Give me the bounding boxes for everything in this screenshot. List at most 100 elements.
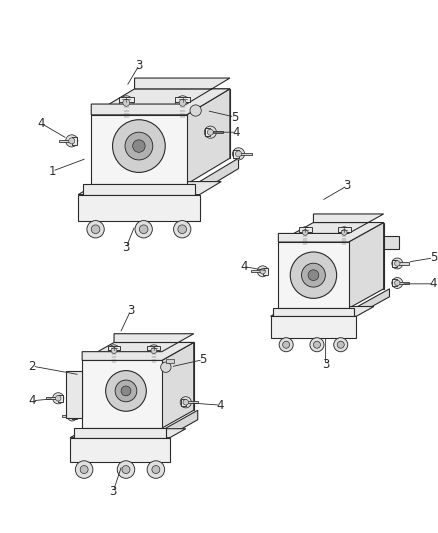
- Bar: [58, 395, 64, 402]
- Circle shape: [236, 151, 242, 157]
- Circle shape: [115, 380, 137, 402]
- Circle shape: [301, 263, 325, 287]
- Text: 3: 3: [343, 179, 351, 192]
- Circle shape: [151, 348, 157, 353]
- Polygon shape: [271, 316, 357, 338]
- Bar: [205, 128, 210, 136]
- Bar: [239, 152, 251, 155]
- Circle shape: [179, 99, 186, 106]
- Text: 3: 3: [123, 240, 130, 254]
- Circle shape: [108, 345, 120, 357]
- Polygon shape: [78, 195, 200, 221]
- Circle shape: [392, 278, 403, 288]
- Circle shape: [147, 461, 165, 478]
- Bar: [342, 233, 346, 244]
- Polygon shape: [195, 158, 239, 195]
- Bar: [152, 352, 156, 362]
- Polygon shape: [91, 115, 187, 184]
- Polygon shape: [166, 410, 198, 438]
- Polygon shape: [114, 343, 194, 410]
- Text: 4: 4: [38, 117, 45, 130]
- Bar: [186, 401, 198, 403]
- Circle shape: [139, 225, 148, 233]
- Circle shape: [342, 230, 347, 235]
- Circle shape: [395, 280, 400, 286]
- Bar: [233, 150, 239, 158]
- Polygon shape: [272, 308, 354, 316]
- Circle shape: [70, 414, 74, 418]
- Bar: [303, 233, 307, 244]
- Polygon shape: [74, 428, 166, 438]
- Circle shape: [190, 105, 201, 116]
- Circle shape: [339, 227, 350, 238]
- Circle shape: [183, 400, 189, 405]
- Circle shape: [233, 148, 244, 160]
- Circle shape: [75, 461, 93, 478]
- Bar: [148, 345, 160, 350]
- Circle shape: [87, 221, 104, 238]
- Bar: [62, 415, 72, 417]
- Text: 4: 4: [217, 399, 224, 411]
- Circle shape: [337, 341, 344, 348]
- Text: 4: 4: [430, 277, 437, 290]
- Polygon shape: [279, 222, 384, 242]
- Text: 4: 4: [28, 394, 36, 407]
- Bar: [166, 359, 174, 363]
- Text: 1: 1: [49, 165, 56, 177]
- Bar: [108, 345, 120, 350]
- Text: 4: 4: [233, 126, 240, 139]
- Circle shape: [56, 395, 61, 401]
- Circle shape: [121, 386, 131, 396]
- Circle shape: [290, 252, 337, 298]
- Circle shape: [91, 225, 100, 233]
- Circle shape: [178, 225, 187, 233]
- Bar: [119, 96, 134, 102]
- Text: 2: 2: [28, 360, 36, 373]
- Circle shape: [308, 270, 319, 280]
- Text: 5: 5: [199, 353, 207, 366]
- Circle shape: [310, 338, 324, 352]
- Circle shape: [135, 221, 152, 238]
- Circle shape: [173, 221, 191, 238]
- Polygon shape: [162, 343, 194, 428]
- Circle shape: [111, 348, 117, 353]
- Polygon shape: [91, 78, 230, 115]
- Circle shape: [53, 393, 64, 404]
- Circle shape: [125, 132, 153, 160]
- Bar: [210, 131, 223, 133]
- Circle shape: [80, 465, 88, 473]
- Bar: [299, 228, 311, 232]
- Circle shape: [122, 465, 130, 473]
- Polygon shape: [66, 370, 82, 418]
- Text: 4: 4: [240, 260, 247, 273]
- Polygon shape: [384, 236, 399, 249]
- Circle shape: [303, 230, 308, 235]
- Bar: [175, 96, 191, 102]
- Circle shape: [204, 126, 216, 138]
- Bar: [392, 279, 397, 286]
- Circle shape: [300, 227, 311, 238]
- Circle shape: [279, 338, 293, 352]
- Text: 3: 3: [136, 59, 143, 71]
- Bar: [124, 104, 129, 117]
- Circle shape: [67, 411, 77, 421]
- Polygon shape: [83, 184, 195, 195]
- Circle shape: [283, 341, 290, 348]
- Polygon shape: [349, 222, 384, 308]
- Bar: [392, 260, 397, 267]
- Text: 5: 5: [231, 110, 238, 124]
- Bar: [72, 137, 78, 145]
- Text: 3: 3: [110, 484, 117, 497]
- Polygon shape: [82, 334, 194, 360]
- Polygon shape: [279, 214, 384, 242]
- Circle shape: [66, 135, 78, 147]
- Circle shape: [395, 261, 400, 266]
- Polygon shape: [187, 89, 230, 184]
- Circle shape: [257, 266, 268, 277]
- Bar: [72, 413, 77, 419]
- Circle shape: [69, 138, 75, 144]
- Circle shape: [392, 258, 403, 269]
- Bar: [251, 270, 263, 272]
- Polygon shape: [271, 306, 374, 316]
- Text: 3: 3: [322, 358, 329, 371]
